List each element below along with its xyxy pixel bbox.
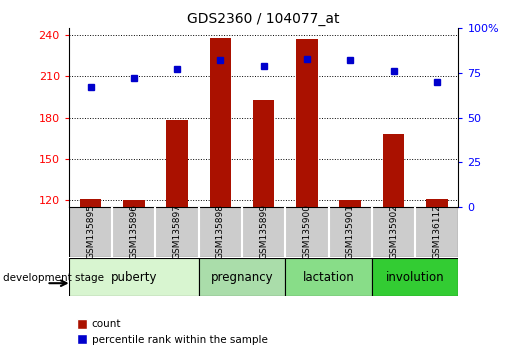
Bar: [199, 258, 285, 296]
Legend: count, percentile rank within the sample: count, percentile rank within the sample: [74, 315, 272, 349]
Text: lactation: lactation: [303, 270, 355, 284]
Bar: [80, 199, 101, 207]
Text: involution: involution: [386, 270, 445, 284]
Text: GSM135897: GSM135897: [173, 204, 182, 259]
Text: GSM136112: GSM136112: [432, 204, 441, 259]
Bar: [166, 120, 188, 207]
Text: GSM135899: GSM135899: [259, 204, 268, 259]
Text: GSM135902: GSM135902: [389, 204, 398, 259]
Text: GSM135898: GSM135898: [216, 204, 225, 259]
Text: development stage: development stage: [3, 273, 104, 283]
Bar: [253, 100, 275, 207]
Text: GSM135896: GSM135896: [129, 204, 138, 259]
Text: pregnancy: pregnancy: [211, 270, 273, 284]
Text: GSM135900: GSM135900: [303, 204, 312, 259]
Bar: [372, 258, 458, 296]
Bar: [426, 199, 448, 207]
Bar: [296, 39, 318, 207]
Bar: [383, 134, 404, 207]
Bar: [209, 38, 231, 207]
Text: GSM135895: GSM135895: [86, 204, 95, 259]
Title: GDS2360 / 104077_at: GDS2360 / 104077_at: [188, 12, 340, 26]
Bar: [123, 200, 145, 207]
Text: puberty: puberty: [111, 270, 157, 284]
Bar: [339, 200, 361, 207]
Bar: [69, 258, 199, 296]
Bar: [285, 258, 372, 296]
Text: GSM135901: GSM135901: [346, 204, 355, 259]
